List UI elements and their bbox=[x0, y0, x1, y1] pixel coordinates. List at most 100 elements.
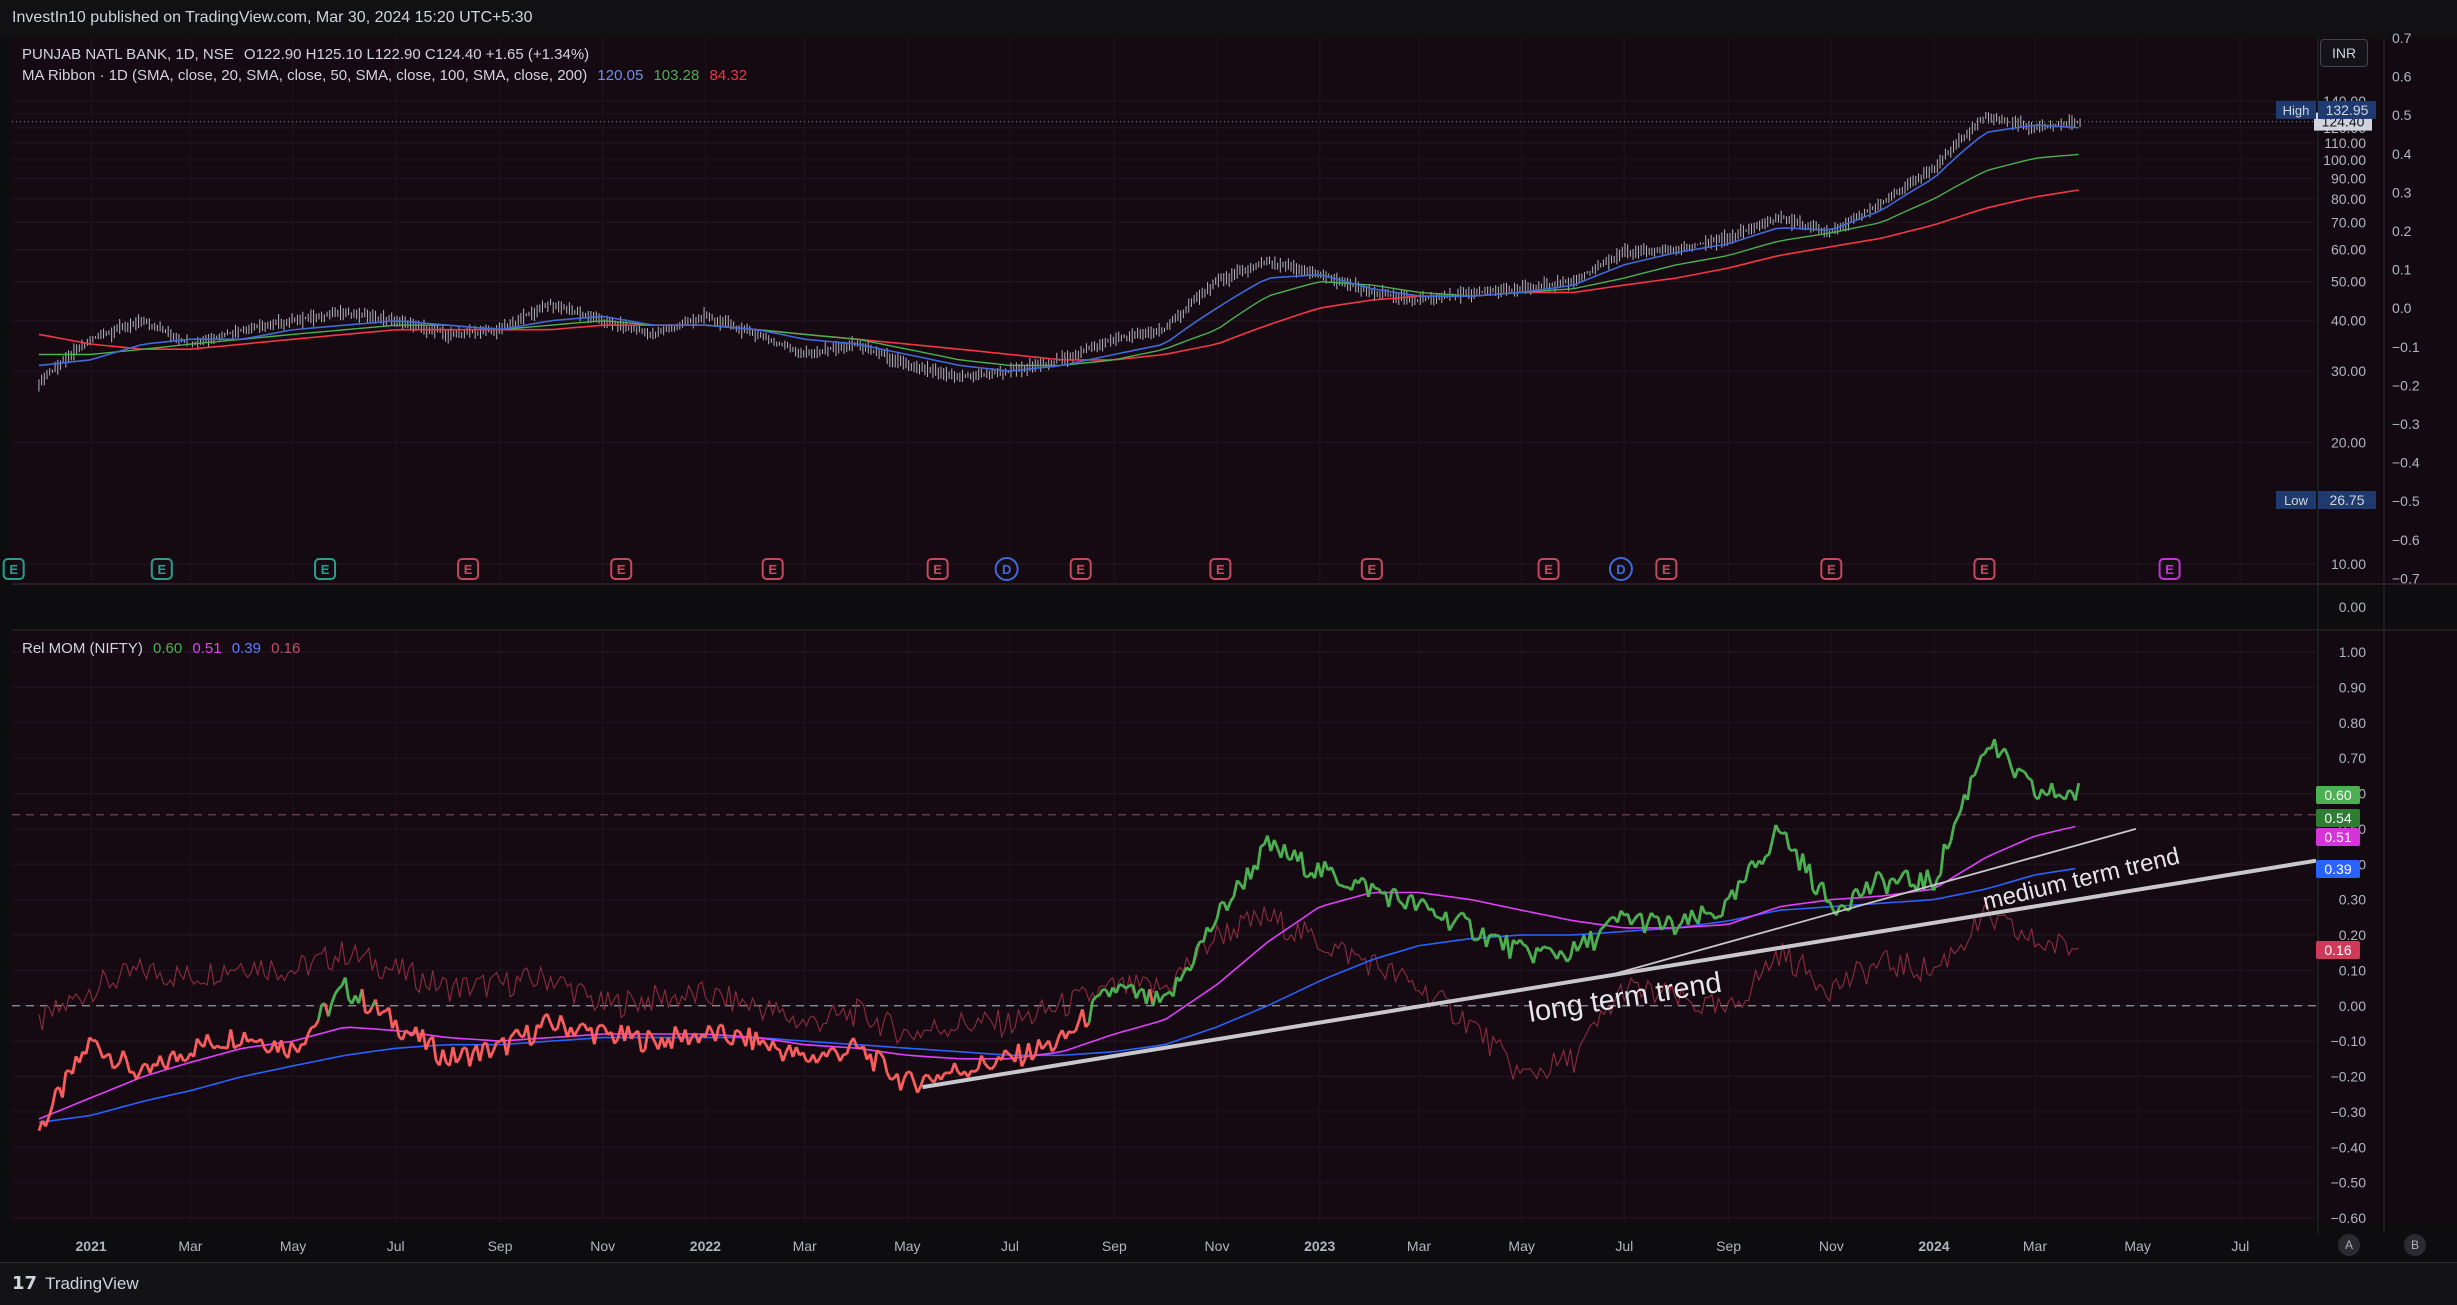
secondary-tick-label: −0.3 bbox=[2392, 416, 2420, 432]
relmom-main-segment bbox=[891, 1078, 894, 1079]
price-tick-label: 100.00 bbox=[2323, 152, 2366, 168]
relmom-main-segment bbox=[1544, 947, 1547, 948]
relmom-tick-label: −0.10 bbox=[2331, 1033, 2367, 1049]
relmom-main-segment bbox=[641, 1050, 644, 1052]
relmom-value-2: 0.51 bbox=[192, 640, 221, 657]
chart-canvas[interactable]: 140.00130.00120.00110.00100.0090.0080.00… bbox=[0, 0, 2457, 1262]
relmom-badge-value: 0.54 bbox=[2324, 810, 2351, 826]
secondary-tick-label: −0.4 bbox=[2392, 455, 2420, 471]
ma-ribbon-label[interactable]: MA Ribbon · 1D (SMA, close, 20, SMA, clo… bbox=[22, 67, 587, 84]
currency-button[interactable]: INR bbox=[2320, 39, 2368, 67]
ma20-value: 120.05 bbox=[597, 67, 643, 84]
relmom-tick-label: −0.60 bbox=[2331, 1210, 2367, 1226]
relmom-main-segment bbox=[736, 1030, 739, 1031]
secondary-tick-label: 0.5 bbox=[2392, 107, 2412, 123]
time-tick-label: Sep bbox=[1102, 1238, 1127, 1254]
relmom-tick-label: 0.80 bbox=[2339, 715, 2366, 731]
relmom-main-segment bbox=[554, 1029, 557, 1030]
relmom-main-segment bbox=[1789, 849, 1792, 851]
event-letter: D bbox=[1616, 562, 1625, 577]
relmom-tick-label: −0.50 bbox=[2331, 1175, 2367, 1191]
event-letter: E bbox=[9, 562, 18, 577]
footer: 𝟭𝟳 TradingView bbox=[0, 1262, 2457, 1305]
log-scale-button[interactable]: B bbox=[2404, 1234, 2426, 1256]
price-tick-label: 80.00 bbox=[2331, 191, 2366, 207]
tradingview-logo[interactable]: 𝟭𝟳 TradingView bbox=[12, 1273, 139, 1294]
relmom-main-segment bbox=[113, 1067, 116, 1069]
relmom-tick-label: 0.70 bbox=[2339, 750, 2366, 766]
time-tick-label: May bbox=[2124, 1238, 2150, 1254]
secondary-tick-label: 0.0 bbox=[2392, 300, 2412, 316]
relmom-main-segment bbox=[1342, 886, 1345, 888]
relmom-main-segment bbox=[1496, 935, 1499, 937]
relmom-main-segment bbox=[221, 1047, 224, 1048]
time-tick-label: 2022 bbox=[690, 1238, 721, 1254]
price-tick-label: 60.00 bbox=[2331, 242, 2366, 258]
relmom-badge-value: 0.51 bbox=[2324, 829, 2351, 845]
relmom-main-segment bbox=[1779, 832, 1782, 834]
relmom-main-segment bbox=[1466, 919, 1469, 920]
secondary-tick-label: 0.6 bbox=[2392, 69, 2412, 85]
symbol-label[interactable]: PUNJAB NATL BANK, 1D, NSE bbox=[22, 46, 234, 63]
relmom-main-segment bbox=[2021, 770, 2024, 772]
time-tick-label: Sep bbox=[1716, 1238, 1741, 1254]
time-tick-label: 2023 bbox=[1304, 1238, 1335, 1254]
relmom-main-segment bbox=[1725, 898, 1728, 900]
relmom-tick-label: 1.00 bbox=[2339, 644, 2366, 660]
relmom-main-segment bbox=[1708, 913, 1711, 914]
secondary-tick-label: −0.6 bbox=[2392, 532, 2420, 548]
price-tick-label: 110.00 bbox=[2324, 135, 2366, 151]
relmom-main-segment bbox=[1096, 996, 1099, 997]
price-pane bbox=[12, 38, 2316, 584]
relmom-main-segment bbox=[382, 1011, 385, 1012]
relmom-main-segment bbox=[601, 1025, 604, 1027]
event-letter: D bbox=[1002, 562, 1011, 577]
relmom-value-4: 0.16 bbox=[271, 640, 300, 657]
relmom-main-segment bbox=[184, 1060, 187, 1061]
relmom-tick-label: 0.30 bbox=[2339, 892, 2366, 908]
relmom-tick-label: 0.20 bbox=[2339, 927, 2366, 943]
time-tick-label: Mar bbox=[1407, 1238, 1431, 1254]
price-legend: PUNJAB NATL BANK, 1D, NSE O122.90 H125.1… bbox=[22, 44, 747, 86]
relmom-label[interactable]: Rel MOM (NIFTY) bbox=[22, 640, 143, 657]
relmom-tick-label: 0.00 bbox=[2339, 998, 2366, 1014]
relmom-badge-value: 0.60 bbox=[2324, 787, 2351, 803]
event-letter: E bbox=[1980, 562, 1989, 577]
secondary-tick-label: −0.7 bbox=[2392, 570, 2420, 586]
relmom-tick-label: 0.90 bbox=[2339, 679, 2366, 695]
low-label: Low bbox=[2284, 493, 2308, 508]
high-value: 132.95 bbox=[2326, 102, 2369, 118]
relmom-main-segment bbox=[1338, 885, 1341, 886]
time-tick-label: Nov bbox=[590, 1238, 615, 1254]
low-value: 26.75 bbox=[2329, 492, 2364, 508]
time-tick-label: Jul bbox=[387, 1238, 405, 1254]
relmom-main-segment bbox=[1739, 881, 1742, 883]
time-tick-label: May bbox=[1508, 1238, 1534, 1254]
relmom-main-segment bbox=[1742, 881, 1745, 882]
secondary-tick-label: 0.1 bbox=[2392, 262, 2412, 278]
price-tick-label: 10.00 bbox=[2331, 556, 2366, 572]
relmom-tick-label: −0.40 bbox=[2331, 1139, 2367, 1155]
relmom-main-segment bbox=[776, 1049, 779, 1050]
high-label: High bbox=[2283, 103, 2310, 118]
ohlc-values: O122.90 H125.10 L122.90 C124.40 +1.65 (+… bbox=[244, 46, 589, 63]
relmom-main-segment bbox=[238, 1045, 241, 1046]
relmom-tick-label: 0.10 bbox=[2339, 962, 2366, 978]
time-tick-label: 2024 bbox=[1918, 1238, 1949, 1254]
secondary-tick-label: 0.7 bbox=[2392, 30, 2412, 46]
relmom-main-segment bbox=[1473, 939, 1476, 940]
event-letter: E bbox=[1662, 562, 1671, 577]
price-tick-label: 30.00 bbox=[2331, 363, 2366, 379]
relmom-main-segment bbox=[1069, 1031, 1072, 1033]
secondary-tick-label: 0.2 bbox=[2392, 223, 2412, 239]
relmom-main-segment bbox=[217, 1046, 220, 1048]
price-tick-label: 70.00 bbox=[2331, 215, 2366, 231]
auto-scale-button[interactable]: A bbox=[2338, 1234, 2360, 1256]
time-tick-label: Nov bbox=[1205, 1238, 1230, 1254]
relmom-main-segment bbox=[2018, 768, 2021, 770]
time-tick-label: Jul bbox=[1615, 1238, 1633, 1254]
relmom-main-segment bbox=[2069, 790, 2072, 792]
secondary-tick-label: 0.4 bbox=[2392, 146, 2412, 162]
time-tick-label: Jul bbox=[2231, 1238, 2249, 1254]
time-tick-label: Mar bbox=[2023, 1238, 2047, 1254]
